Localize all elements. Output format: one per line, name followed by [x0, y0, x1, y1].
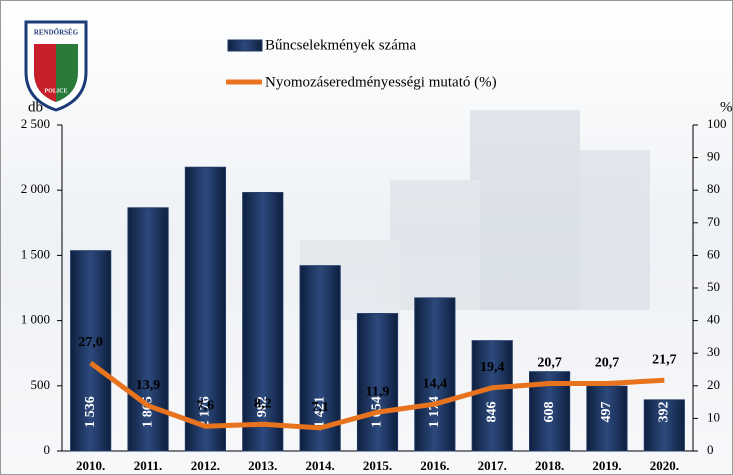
y-tick-label: 2 000 [21, 181, 50, 196]
y2-tick-label: 20 [707, 377, 720, 392]
x-tick-label: 2020. [650, 458, 679, 473]
y2-tick-label: 60 [707, 246, 720, 261]
bar-value-label: 392 [657, 402, 672, 423]
line-value-label: 13,9 [136, 378, 161, 393]
x-tick-label: 2016. [420, 458, 449, 473]
y2-tick-label: 10 [707, 409, 720, 424]
bar-value-label: 1 982 [255, 396, 270, 428]
line-value-label: 11,9 [366, 384, 390, 399]
line-value-label: 20,7 [595, 356, 620, 371]
y2-tick-label: 40 [707, 312, 720, 327]
logo-bottom: POLICE [44, 88, 67, 94]
logo-top: RENDŐRSÉG [34, 29, 79, 37]
bar [299, 265, 341, 452]
bar-value-label: 1 536 [83, 396, 98, 428]
bar [643, 399, 685, 452]
line-value-label: 7,6 [197, 398, 215, 413]
line-value-label: 7,1 [311, 400, 329, 415]
x-tick-label: 2012. [191, 458, 220, 473]
y2-tick-label: 0 [707, 442, 714, 457]
bar [184, 166, 226, 452]
legend-label: Bűncselekmények száma [265, 37, 417, 53]
y2-tick-label: 50 [707, 279, 720, 294]
line-value-label: 20,7 [537, 356, 562, 371]
y2-tick-label: 30 [707, 344, 720, 359]
bar-value-label: 497 [599, 402, 614, 423]
x-tick-label: 2018. [535, 458, 564, 473]
line-value-label: 21,7 [652, 352, 677, 367]
bar-value-label: 1 421 [312, 396, 327, 428]
bar-value-label: 846 [484, 402, 499, 423]
logo: RENDŐRSÉG POLICE [24, 20, 88, 112]
x-tick-label: 2017. [478, 458, 507, 473]
line-value-label: 27,0 [78, 335, 103, 350]
y-axis-label: db [28, 99, 43, 115]
x-tick-label: 2011. [134, 458, 163, 473]
bar [471, 340, 513, 452]
line [89, 360, 665, 431]
bar [356, 313, 399, 452]
y2-axis-label: % [720, 99, 733, 115]
legend-label: Nyomozáseredményességi mutató (%) [265, 74, 497, 90]
x-tick-label: 2015. [363, 458, 392, 473]
line-value-label: 8,2 [254, 396, 272, 411]
y-tick-label: 0 [44, 442, 51, 457]
y-tick-label: 2 500 [21, 116, 50, 131]
y-tick-label: 1 000 [21, 312, 50, 327]
y-tick-label: 1 500 [21, 246, 50, 261]
bar-value-label: 608 [542, 402, 557, 423]
y2-tick-label: 70 [707, 214, 720, 229]
bar [242, 192, 284, 452]
bar [586, 385, 628, 452]
x-tick-label: 2014. [306, 458, 335, 473]
y2-tick-label: 90 [707, 149, 720, 164]
line-value-label: 19,4 [480, 360, 505, 375]
bar [414, 297, 456, 452]
y2-tick-label: 80 [707, 181, 720, 196]
y2-tick-label: 100 [707, 116, 727, 131]
line-value-label: 14,4 [423, 376, 448, 391]
legend-swatch [227, 39, 263, 52]
x-tick-label: 2010. [76, 458, 105, 473]
x-tick-label: 2019. [592, 458, 621, 473]
y-tick-label: 500 [31, 377, 51, 392]
bar [70, 250, 112, 452]
bar-value-label: 2 176 [198, 396, 213, 428]
x-tick-label: 2013. [248, 458, 277, 473]
